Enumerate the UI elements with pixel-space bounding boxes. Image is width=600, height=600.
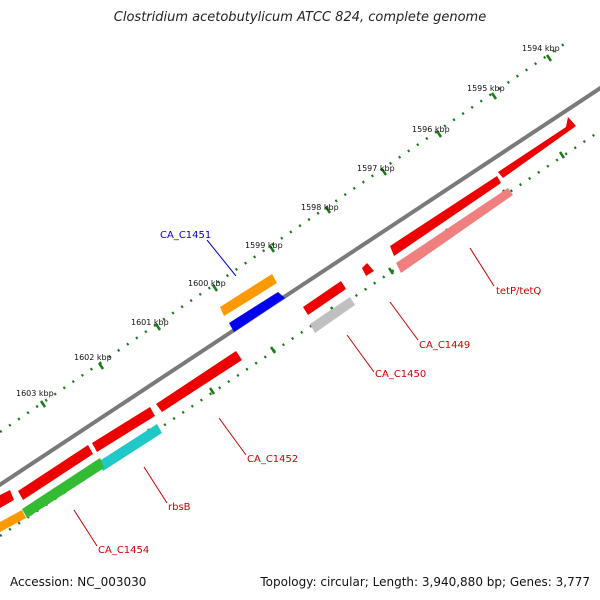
outer-major-ticks (39, 54, 553, 408)
gene-feature-red[interactable] (18, 445, 93, 500)
gene-feature-orange[interactable] (0, 510, 26, 532)
gene-feature-red[interactable] (303, 281, 346, 315)
tick-label: 1595 kbp (467, 84, 505, 93)
genome-backbone (0, 85, 600, 488)
gene-label-tetp-tetq[interactable]: tetP/tetQ (496, 286, 541, 297)
gene-feature-red[interactable] (362, 263, 374, 276)
gene-label-ca-c1451[interactable]: CA_C1451 (160, 230, 211, 241)
gene-feature-red[interactable] (390, 176, 501, 256)
map-title: Clostridium acetobutylicum ATCC 824, com… (113, 10, 487, 25)
gene-feature-pink[interactable] (396, 188, 513, 273)
gene-feature-red[interactable] (92, 407, 155, 452)
gene-feature-grey[interactable] (310, 297, 355, 333)
gene-feature-red[interactable] (156, 351, 242, 412)
tick-labels: 1594 kbp 1595 kbp 1596 kbp 1597 kbp 1598… (16, 44, 560, 398)
tick-label: 1600 kbp (188, 279, 226, 288)
gene-feature-red[interactable] (498, 117, 576, 178)
outer-tick-row (0, 38, 571, 434)
genome-summary-text: Topology: circular; Length: 3,940,880 bp… (260, 575, 590, 589)
gene-label-rbsb[interactable]: rbsB (168, 502, 191, 513)
gene-features (0, 117, 576, 532)
label-leader-lines (73, 239, 495, 547)
gene-labels: CA_C1451 tetP/tetQ CA_C1449 CA_C1450 CA_… (98, 230, 541, 556)
accession-text: Accession: NC_003030 (10, 575, 147, 589)
tick-label: 1597 kbp (357, 164, 395, 173)
gene-label-ca-c1452[interactable]: CA_C1452 (247, 454, 298, 465)
gene-feature-red[interactable] (0, 490, 14, 508)
tick-label: 1603 kbp (16, 389, 54, 398)
tick-label: 1599 kbp (245, 241, 283, 250)
gene-feature-blue[interactable] (229, 292, 285, 332)
tick-label: 1594 kbp (522, 44, 560, 53)
tick-label: 1602 kbp (74, 353, 112, 362)
gene-feature-orange[interactable] (220, 274, 277, 316)
gene-feature-green[interactable] (22, 458, 104, 518)
tick-label: 1596 kbp (412, 125, 450, 134)
gene-label-ca-c1450[interactable]: CA_C1450 (375, 369, 426, 380)
gene-label-ca-c1449[interactable]: CA_C1449 (419, 340, 470, 351)
tick-label: 1598 kbp (301, 203, 339, 212)
gene-feature-cyan[interactable] (98, 424, 162, 471)
gene-label-ca-c1454[interactable]: CA_C1454 (98, 545, 149, 556)
tick-label: 1601 kbp (131, 318, 169, 327)
